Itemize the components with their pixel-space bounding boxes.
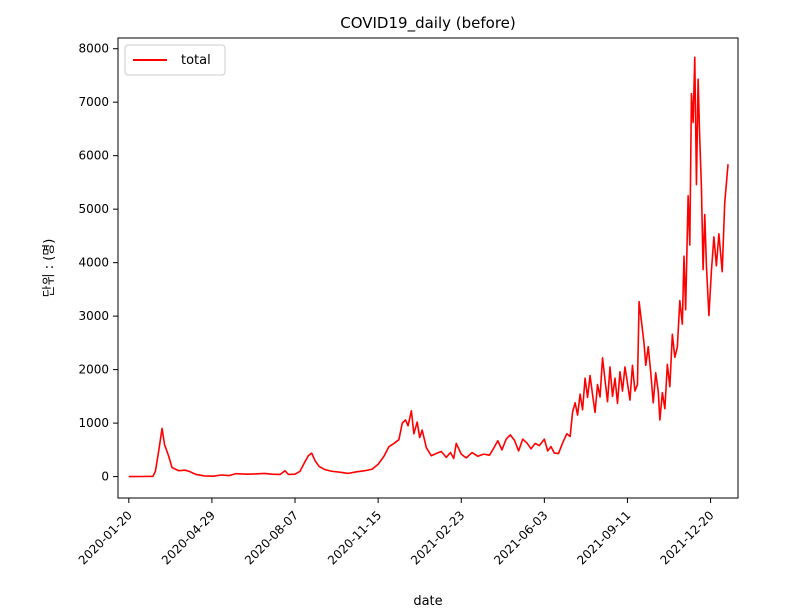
y-tick-label: 3000 [78, 309, 109, 323]
chart-title: COVID19_daily (before) [340, 14, 516, 33]
axes-frame [117, 37, 739, 499]
y-axis-label: 단위 : (명) [42, 239, 57, 298]
y-tick-label: 0 [101, 470, 109, 484]
y-tick-label: 5000 [78, 202, 109, 216]
series-line-total [128, 56, 729, 478]
legend-label-total: total [181, 53, 211, 68]
legend: total [124, 44, 226, 76]
y-tick-label: 1000 [78, 416, 109, 430]
y-tick-label: 6000 [78, 149, 109, 163]
y-tick-label: 4000 [78, 256, 109, 270]
y-tick-label: 7000 [78, 95, 109, 109]
plot-area [128, 56, 729, 478]
y-tick-label: 2000 [78, 363, 109, 377]
legend-box [124, 44, 226, 76]
y-tick-label: 8000 [78, 42, 109, 56]
x-axis-label: date [413, 594, 442, 609]
y-axis: 0 1000 2000 3000 4000 5000 6000 7000 8000 [78, 42, 118, 484]
